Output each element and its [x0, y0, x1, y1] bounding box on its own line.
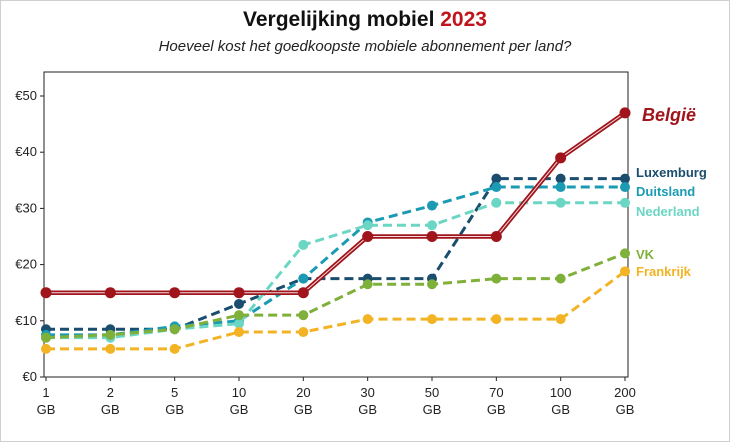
x-tick-label: 200 — [614, 385, 636, 400]
x-tick-unit: GB — [487, 402, 506, 417]
data-point-vk — [427, 279, 437, 290]
x-tick-label: 100 — [550, 385, 572, 400]
series-line-vk — [45, 251, 626, 340]
data-point-frankrijk — [620, 266, 630, 277]
x-tick-label: 10 — [232, 385, 246, 400]
x-tick-label: 1 — [42, 385, 49, 400]
data-point-nederland — [555, 197, 566, 208]
data-point-belgi- — [104, 287, 116, 299]
chart-subtitle: Hoeveel kost het goedkoopste mobiele abo… — [158, 38, 572, 55]
x-tick-label: 50 — [425, 385, 439, 400]
data-point-frankrijk — [427, 314, 437, 325]
data-point-vk — [491, 273, 502, 284]
y-tick-label: €40 — [15, 144, 37, 159]
y-tick-label: €0 — [23, 369, 37, 384]
data-point-luxemburg — [491, 173, 502, 184]
data-point-frankrijk — [298, 327, 309, 338]
data-point-belgi- — [362, 231, 374, 242]
series-label-luxemburg: Luxemburg — [636, 165, 707, 180]
data-point-belgi- — [169, 287, 181, 299]
x-tick-unit: GB — [294, 402, 313, 417]
data-point-frankrijk — [362, 314, 373, 325]
title-year: 2023 — [440, 8, 487, 31]
x-tick-unit: GB — [358, 402, 377, 417]
data-point-luxemburg — [234, 298, 244, 309]
y-tick-label: €30 — [15, 200, 37, 215]
data-point-vk — [298, 310, 309, 321]
series-line-highlight-belgi- — [46, 112, 626, 294]
series-label-frankrijk: Frankrijk — [636, 264, 692, 279]
data-point-belgi- — [426, 231, 438, 242]
data-point-duitsland — [555, 182, 566, 193]
series-line-luxemburg — [46, 177, 625, 331]
data-point-frankrijk — [105, 343, 116, 354]
data-point-vk — [234, 310, 244, 321]
data-point-vk — [41, 332, 51, 343]
y-tick-label: €10 — [15, 313, 37, 328]
data-point-belgi- — [490, 231, 502, 242]
data-point-vk — [620, 248, 630, 259]
data-point-nederland — [298, 239, 309, 250]
x-tick-unit: GB — [551, 402, 570, 417]
series-line-frankrijk — [46, 270, 626, 351]
data-point-belgi- — [297, 287, 309, 299]
plot-area — [43, 71, 629, 378]
title-text: Vergelijking mobiel — [243, 8, 435, 31]
data-point-duitsland — [620, 182, 630, 193]
data-point-duitsland — [298, 273, 309, 284]
x-tick-unit: GB — [165, 402, 184, 417]
y-tick-label: €50 — [15, 88, 37, 103]
data-point-frankrijk — [41, 343, 51, 354]
data-point-vk — [169, 324, 180, 335]
data-point-frankrijk — [555, 314, 566, 325]
data-point-belgi- — [619, 107, 631, 119]
x-tick-unit: GB — [230, 402, 249, 417]
series-label-belgi-: België — [642, 105, 696, 125]
series-label-nederland: Nederland — [636, 204, 700, 219]
series-line-nederland — [46, 201, 625, 340]
y-tick-label: €20 — [15, 257, 37, 272]
series-label-duitsland: Duitsland — [636, 184, 695, 199]
series-label-vk: VK — [636, 247, 655, 262]
data-point-nederland — [234, 318, 244, 329]
data-point-nederland — [491, 197, 502, 208]
data-point-belgi- — [233, 287, 245, 299]
data-point-frankrijk — [491, 314, 502, 325]
x-tick-label: 20 — [296, 385, 310, 400]
data-point-vk — [555, 273, 566, 284]
data-point-belgi- — [555, 152, 567, 164]
data-point-frankrijk — [234, 327, 244, 338]
x-tick-unit: GB — [101, 402, 120, 417]
data-point-nederland — [362, 220, 373, 231]
data-point-belgi- — [40, 287, 52, 299]
x-tick-label: 30 — [360, 385, 374, 400]
data-point-vk — [362, 279, 373, 290]
data-point-vk — [105, 329, 116, 340]
x-tick-label: 70 — [489, 385, 503, 400]
x-tick-unit: GB — [423, 402, 442, 417]
data-point-duitsland — [491, 182, 502, 193]
data-point-frankrijk — [169, 343, 180, 354]
x-tick-unit: GB — [37, 402, 56, 417]
x-tick-unit: GB — [616, 402, 635, 417]
x-tick-label: 2 — [107, 385, 114, 400]
chart-title: Vergelijking mobiel 2023 — [0, 8, 730, 32]
series-line-duitsland — [46, 185, 625, 337]
data-point-duitsland — [427, 200, 437, 211]
data-point-luxemburg — [620, 173, 630, 184]
data-point-luxemburg — [555, 173, 566, 184]
data-point-nederland — [427, 220, 437, 231]
data-point-nederland — [620, 197, 630, 208]
x-tick-label: 5 — [171, 385, 178, 400]
